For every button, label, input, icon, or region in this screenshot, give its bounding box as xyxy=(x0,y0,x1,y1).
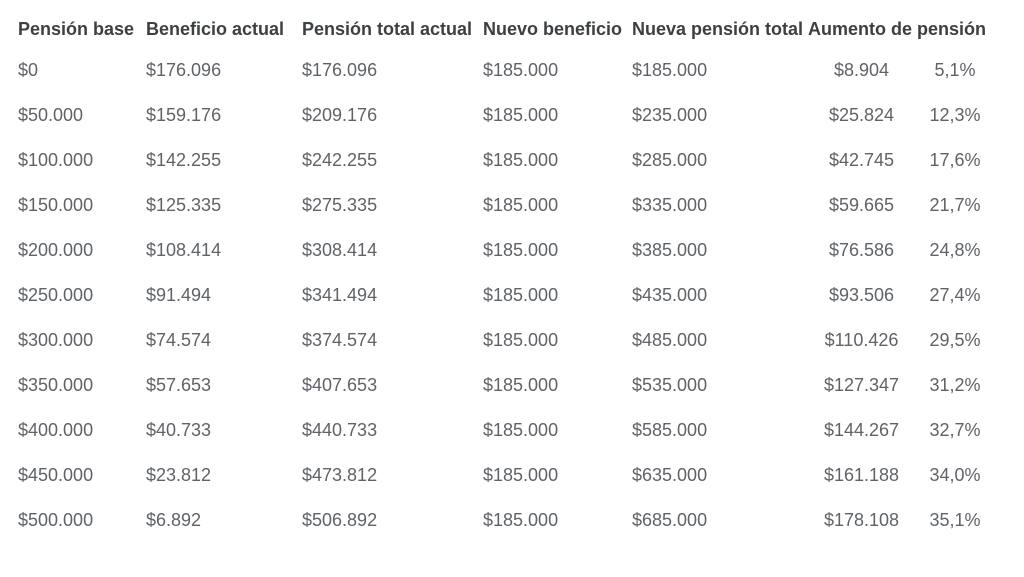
table-cell: $185.000 xyxy=(483,330,559,350)
table-cell: $407.653 xyxy=(302,375,378,395)
table-cell: $485.000 xyxy=(632,330,708,350)
pension-table: Pensión base Beneficio actual Pensión to… xyxy=(18,10,995,543)
table-cell: $125.335 xyxy=(146,195,222,215)
table-cell: $23.812 xyxy=(146,465,212,485)
table-cell: $6.892 xyxy=(146,510,202,530)
table-cell-increase-percent: 5,1% xyxy=(934,60,976,80)
table-row: $300.000 $74.574 $374.574 $185.000 $485.… xyxy=(18,318,995,363)
table-cell: $185.000 xyxy=(483,240,559,260)
table-cell-increase-amount: $161.188 xyxy=(823,465,900,485)
table-cell: $150.000 xyxy=(18,195,94,215)
table-cell: $242.255 xyxy=(302,150,378,170)
table-row: $400.000 $40.733 $440.733 $185.000 $585.… xyxy=(18,408,995,453)
table-cell-increase-percent: 34,0% xyxy=(929,465,981,485)
table-cell: $308.414 xyxy=(302,240,378,260)
table-cell-increase-amount: $25.824 xyxy=(828,105,895,125)
table-cell: $50.000 xyxy=(18,105,84,125)
table-cell: $185.000 xyxy=(483,285,559,305)
table-cell: $635.000 xyxy=(632,465,708,485)
table-cell-increase-percent: 21,7% xyxy=(929,195,981,215)
table-cell-increase-amount: $127.347 xyxy=(823,375,900,395)
table-cell: $374.574 xyxy=(302,330,378,350)
table-cell-increase-amount: $42.745 xyxy=(828,150,895,170)
table-cell-increase-amount: $93.506 xyxy=(828,285,895,305)
table-cell: $500.000 xyxy=(18,510,94,530)
table-cell: $185.000 xyxy=(483,510,559,530)
table-cell: $108.414 xyxy=(146,240,222,260)
header-row: Pensión base Beneficio actual Pensión to… xyxy=(18,10,995,48)
header-pension-base: Pensión base xyxy=(18,18,135,39)
table-cell-increase-percent: 31,2% xyxy=(929,375,981,395)
table-cell: $185.000 xyxy=(483,195,559,215)
table-row: $150.000 $125.335 $275.335 $185.000 $335… xyxy=(18,183,995,228)
table-cell: $275.335 xyxy=(302,195,378,215)
table-cell: $176.096 xyxy=(146,60,222,80)
table-cell: $685.000 xyxy=(632,510,708,530)
table-row: $100.000 $142.255 $242.255 $185.000 $285… xyxy=(18,138,995,183)
table-cell-increase-amount: $76.586 xyxy=(828,240,895,260)
table-row: $0 $176.096 $176.096 $185.000 $185.000 $… xyxy=(18,48,995,93)
table-cell-increase-percent: 29,5% xyxy=(929,330,981,350)
table-cell: $450.000 xyxy=(18,465,94,485)
table-cell: $0 xyxy=(18,60,39,80)
table-cell: $176.096 xyxy=(302,60,378,80)
table-cell-increase-amount: $144.267 xyxy=(823,420,900,440)
table-cell-increase-amount: $8.904 xyxy=(833,60,890,80)
table-cell-increase-percent: 17,6% xyxy=(929,150,981,170)
table-cell-increase-percent: 27,4% xyxy=(929,285,981,305)
table-cell: $209.176 xyxy=(302,105,378,125)
table-cell-increase-percent: 35,1% xyxy=(929,510,981,530)
table-cell: $185.000 xyxy=(483,105,559,125)
table-cell: $400.000 xyxy=(18,420,94,440)
table-cell: $585.000 xyxy=(632,420,708,440)
table-cell: $185.000 xyxy=(483,150,559,170)
header-beneficio-actual: Beneficio actual xyxy=(146,18,285,39)
table-cell-increase-amount: $110.426 xyxy=(824,330,899,350)
table-cell: $91.494 xyxy=(146,285,212,305)
table-row: $50.000 $159.176 $209.176 $185.000 $235.… xyxy=(18,93,995,138)
table-cell: $185.000 xyxy=(632,60,708,80)
header-pension-total-actual: Pensión total actual xyxy=(302,18,473,39)
table-cell: $142.255 xyxy=(146,150,222,170)
table-cell: $350.000 xyxy=(18,375,94,395)
table-cell: $285.000 xyxy=(632,150,708,170)
table-cell: $40.733 xyxy=(146,420,212,440)
table-cell: $506.892 xyxy=(302,510,378,530)
table-cell: $335.000 xyxy=(632,195,708,215)
table-row: $450.000 $23.812 $473.812 $185.000 $635.… xyxy=(18,453,995,498)
table-row: $200.000 $108.414 $308.414 $185.000 $385… xyxy=(18,228,995,273)
table-cell-increase-percent: 32,7% xyxy=(929,420,981,440)
table-row: $250.000 $91.494 $341.494 $185.000 $435.… xyxy=(18,273,995,318)
table-row: $500.000 $6.892 $506.892 $185.000 $685.0… xyxy=(18,498,995,543)
table-cell: $74.574 xyxy=(146,330,212,350)
table-row: $350.000 $57.653 $407.653 $185.000 $535.… xyxy=(18,363,995,408)
table-cell: $535.000 xyxy=(632,375,708,395)
table-cell: $185.000 xyxy=(483,375,559,395)
table-cell-increase-percent: 12,3% xyxy=(929,105,981,125)
table-cell: $341.494 xyxy=(302,285,378,305)
header-nuevo-beneficio: Nuevo beneficio xyxy=(483,18,623,39)
table-cell: $200.000 xyxy=(18,240,94,260)
table-cell: $185.000 xyxy=(483,60,559,80)
table-cell: $100.000 xyxy=(18,150,94,170)
table-cell: $440.733 xyxy=(302,420,378,440)
table-cell: $435.000 xyxy=(632,285,708,305)
table-cell: $57.653 xyxy=(146,375,212,395)
header-nueva-pension-total: Nueva pensión total xyxy=(632,18,804,39)
table-cell: $250.000 xyxy=(18,285,94,305)
table-cell: $235.000 xyxy=(632,105,708,125)
table-cell: $473.812 xyxy=(302,465,378,485)
table-cell: $185.000 xyxy=(483,465,559,485)
table-cell: $159.176 xyxy=(146,105,222,125)
table-cell-increase-percent: 24,8% xyxy=(929,240,981,260)
header-aumento-de-pension: Aumento de pensión xyxy=(808,18,987,39)
table-cell: $300.000 xyxy=(18,330,94,350)
table-cell: $185.000 xyxy=(483,420,559,440)
table-cell: $385.000 xyxy=(632,240,708,260)
table-cell-increase-amount: $59.665 xyxy=(828,195,895,215)
table-cell-increase-amount: $178.108 xyxy=(823,510,900,530)
